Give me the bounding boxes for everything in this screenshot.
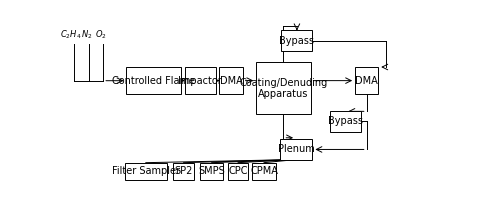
Text: $N_2$: $N_2$ [81,28,92,41]
Text: DMA: DMA [356,76,378,86]
FancyBboxPatch shape [126,67,180,94]
FancyBboxPatch shape [220,67,242,94]
Text: SP2: SP2 [174,166,193,176]
FancyBboxPatch shape [280,139,312,160]
Text: Filter Sampler: Filter Sampler [112,166,180,176]
FancyBboxPatch shape [252,163,276,180]
FancyBboxPatch shape [184,67,216,94]
Text: Bypass: Bypass [280,36,314,46]
Text: $O_2$: $O_2$ [96,28,107,41]
FancyBboxPatch shape [228,163,248,180]
FancyBboxPatch shape [173,163,194,180]
Text: Plenum: Plenum [278,144,314,155]
FancyBboxPatch shape [256,62,310,115]
FancyBboxPatch shape [124,163,167,180]
Text: DMA: DMA [220,76,242,86]
FancyBboxPatch shape [355,67,378,94]
Text: Impactor: Impactor [178,76,222,86]
Text: CPMA: CPMA [250,166,278,176]
FancyBboxPatch shape [282,31,312,51]
Text: $C_2H_4$: $C_2H_4$ [60,28,82,41]
Text: SMPS: SMPS [198,166,225,176]
Text: Bypass: Bypass [328,116,363,126]
Text: Coating/Denuding
Apparatus: Coating/Denuding Apparatus [240,78,328,99]
Text: CPC: CPC [228,166,248,176]
FancyBboxPatch shape [200,163,224,180]
Text: Controlled Flame: Controlled Flame [112,76,195,86]
FancyBboxPatch shape [330,111,361,132]
